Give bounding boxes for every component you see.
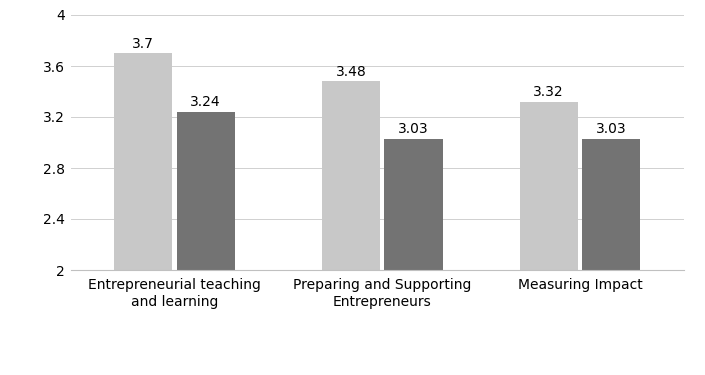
Text: 3.48: 3.48 — [336, 65, 367, 79]
Bar — [114, 53, 173, 270]
Legend: Social sciences and humanities, Natural sciences and technology: Social sciences and humanities, Natural … — [122, 374, 632, 375]
Text: 3.24: 3.24 — [190, 95, 221, 109]
Bar — [520, 102, 578, 270]
Bar — [322, 81, 380, 270]
Bar — [582, 139, 640, 270]
Bar — [384, 139, 443, 270]
Text: 3.7: 3.7 — [133, 37, 154, 51]
Text: 3.03: 3.03 — [596, 122, 626, 136]
Text: 3.03: 3.03 — [398, 122, 429, 136]
Bar — [176, 112, 235, 270]
Text: 3.32: 3.32 — [534, 85, 564, 99]
